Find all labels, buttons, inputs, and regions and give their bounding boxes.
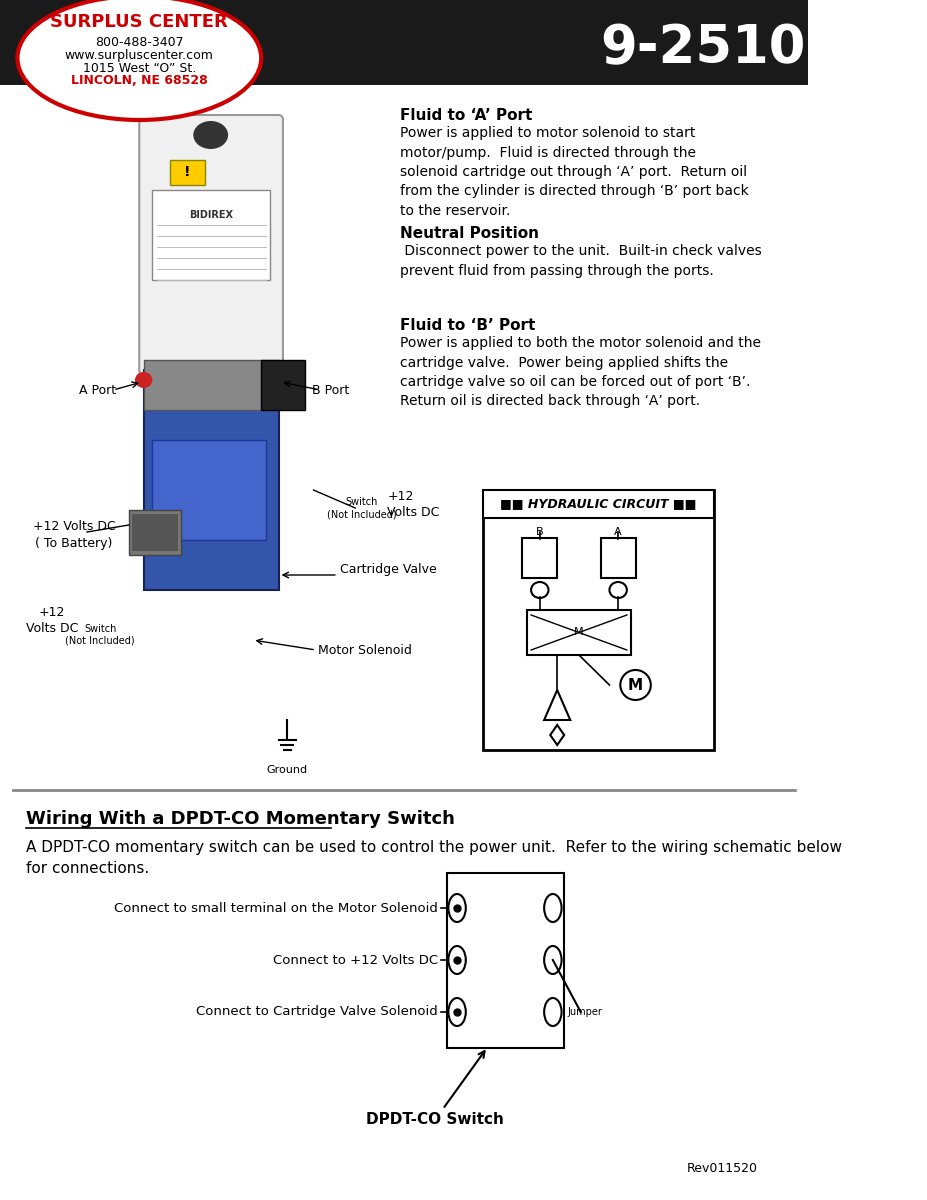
Ellipse shape bbox=[448, 946, 465, 974]
Ellipse shape bbox=[270, 372, 287, 388]
Text: Power is applied to motor solenoid to start
motor/pump.  Fluid is directed throu: Power is applied to motor solenoid to st… bbox=[400, 126, 748, 218]
Ellipse shape bbox=[193, 121, 228, 149]
Bar bbox=[527, 610, 630, 655]
Text: SURPLUS CENTER: SURPLUS CENTER bbox=[50, 13, 228, 31]
Text: Fluid to ‘B’ Port: Fluid to ‘B’ Port bbox=[400, 318, 535, 332]
Text: BIDIREX: BIDIREX bbox=[188, 210, 233, 220]
Text: ■■ HYDRAULIC CIRCUIT ■■: ■■ HYDRAULIC CIRCUIT ■■ bbox=[500, 498, 695, 510]
Text: Power is applied to both the motor solenoid and the
cartridge valve.  Power bein: Power is applied to both the motor solen… bbox=[400, 336, 761, 408]
Text: 1015 West “O” St.: 1015 West “O” St. bbox=[83, 61, 196, 74]
Text: +12
Volts DC: +12 Volts DC bbox=[387, 491, 439, 520]
Text: A: A bbox=[614, 527, 621, 538]
Text: Switch
(Not Included): Switch (Not Included) bbox=[65, 624, 134, 646]
Bar bbox=[170, 160, 204, 185]
Text: Ground: Ground bbox=[266, 766, 308, 775]
Polygon shape bbox=[543, 690, 570, 720]
Text: M: M bbox=[628, 678, 642, 692]
Bar bbox=[0, 0, 807, 85]
Text: +12 Volts DC
( To Battery): +12 Volts DC ( To Battery) bbox=[32, 520, 115, 550]
Text: +12
Volts DC: +12 Volts DC bbox=[26, 606, 79, 635]
Text: A Port: A Port bbox=[79, 384, 116, 396]
Text: B Port: B Port bbox=[311, 384, 349, 396]
Text: Neutral Position: Neutral Position bbox=[400, 226, 539, 241]
Ellipse shape bbox=[543, 894, 561, 922]
Ellipse shape bbox=[609, 582, 626, 598]
Ellipse shape bbox=[543, 998, 561, 1026]
Bar bbox=[522, 538, 556, 578]
Polygon shape bbox=[550, 725, 564, 745]
Text: A DPDT-CO momentary switch can be used to control the power unit.  Refer to the : A DPDT-CO momentary switch can be used t… bbox=[26, 840, 841, 876]
Ellipse shape bbox=[134, 372, 152, 388]
Text: Connect to small terminal on the Motor Solenoid: Connect to small terminal on the Motor S… bbox=[114, 901, 438, 914]
Text: Cartridge Valve: Cartridge Valve bbox=[339, 564, 436, 576]
Bar bbox=[152, 440, 265, 540]
Text: Connect to +12 Volts DC: Connect to +12 Volts DC bbox=[273, 954, 438, 966]
Text: DPDT-CO Switch: DPDT-CO Switch bbox=[366, 1051, 503, 1127]
Text: LINCOLN, NE 68528: LINCOLN, NE 68528 bbox=[70, 73, 208, 86]
Bar bbox=[483, 490, 713, 518]
Bar bbox=[129, 510, 181, 554]
Bar bbox=[446, 874, 564, 1048]
Bar bbox=[600, 538, 635, 578]
Bar bbox=[260, 360, 304, 410]
Ellipse shape bbox=[18, 0, 260, 120]
Bar bbox=[133, 514, 177, 551]
Text: Motor Solenoid: Motor Solenoid bbox=[317, 643, 412, 656]
Ellipse shape bbox=[448, 894, 465, 922]
Bar bbox=[152, 190, 270, 280]
Text: Switch
(Not Included): Switch (Not Included) bbox=[326, 497, 396, 520]
Text: 800-488-3407: 800-488-3407 bbox=[95, 36, 184, 48]
Text: M: M bbox=[574, 626, 583, 637]
Text: Fluid to ‘A’ Port: Fluid to ‘A’ Port bbox=[400, 108, 532, 122]
Bar bbox=[144, 360, 278, 410]
Bar bbox=[144, 370, 278, 590]
Text: Connect to Cartridge Valve Solenoid: Connect to Cartridge Valve Solenoid bbox=[196, 1006, 438, 1019]
Ellipse shape bbox=[448, 998, 465, 1026]
Text: Wiring With a DPDT-CO Momentary Switch: Wiring With a DPDT-CO Momentary Switch bbox=[26, 810, 454, 828]
Ellipse shape bbox=[619, 670, 650, 700]
Text: Rev011520: Rev011520 bbox=[686, 1162, 756, 1175]
Ellipse shape bbox=[543, 946, 561, 974]
Text: !: ! bbox=[184, 164, 190, 179]
Bar bbox=[483, 490, 713, 750]
Ellipse shape bbox=[530, 582, 548, 598]
Text: B: B bbox=[536, 527, 543, 538]
FancyBboxPatch shape bbox=[139, 115, 283, 374]
Text: www.surpluscenter.com: www.surpluscenter.com bbox=[65, 49, 213, 62]
Text: Disconnect power to the unit.  Built-in check valves
prevent fluid from passing : Disconnect power to the unit. Built-in c… bbox=[400, 244, 761, 277]
Text: 9-251030: 9-251030 bbox=[600, 22, 879, 74]
Text: Jumper: Jumper bbox=[567, 1007, 602, 1018]
